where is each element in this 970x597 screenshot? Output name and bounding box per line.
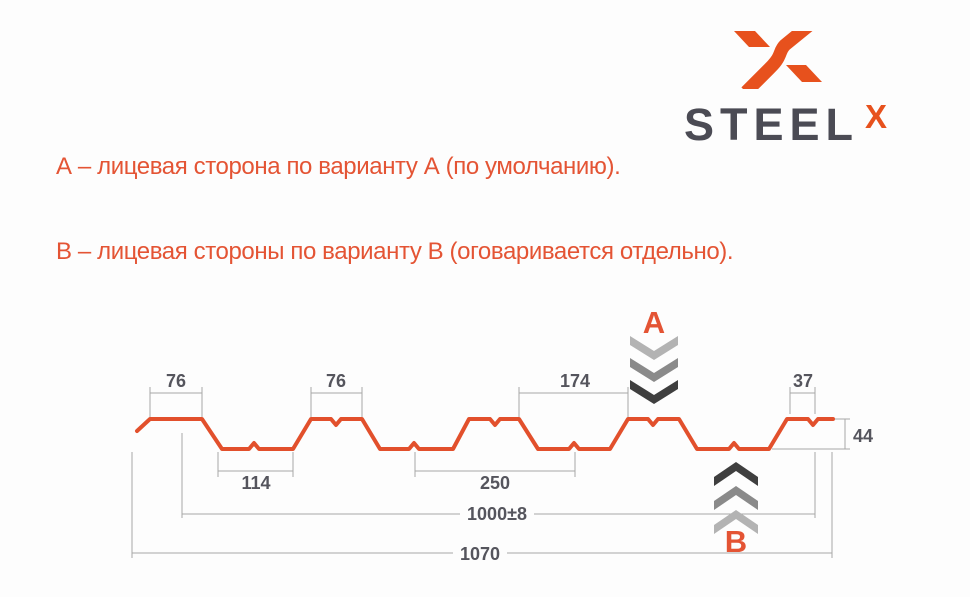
dim-edge-lap: 37: [793, 371, 813, 391]
marker-b-label: В: [725, 524, 747, 559]
logo-arm-top-left: [734, 31, 770, 47]
dim-crest-gap: 174: [560, 371, 590, 391]
height-dimension: [772, 418, 850, 450]
logo-s-band: [741, 31, 813, 89]
dim-rib-pitch: 250: [480, 473, 510, 493]
logo-wordmark-x: X: [865, 98, 888, 135]
logo-arm-bottom-right: [786, 65, 822, 82]
chevron-up-icon: [714, 486, 758, 510]
chevron-down-icon: [630, 336, 678, 360]
marker-a-chevrons: [630, 336, 678, 404]
chevron-down-icon: [630, 380, 678, 404]
chevron-down-icon: [630, 358, 678, 382]
top-extension-lines: [149, 387, 816, 418]
dim-trough-width: 114: [241, 473, 270, 493]
trough-dimension-lines: [217, 452, 576, 477]
marker-b-chevrons: [714, 462, 758, 534]
logo-wordmark: STEEL: [684, 99, 860, 150]
working-width-dimension: [181, 433, 816, 518]
dim-overall-width: 1070: [460, 544, 500, 564]
dim-working-width: 1000±8: [467, 504, 527, 524]
overall-width-dimension: [131, 452, 833, 558]
profile-cross-section: [135, 417, 835, 451]
caption-variant-a: А – лицевая сторона по варианту А (по ум…: [56, 153, 621, 180]
marker-a-label: А: [643, 305, 665, 340]
steelx-logo-icon: [734, 31, 822, 89]
chevron-up-icon: [714, 510, 758, 534]
dim-crest-left: 76: [166, 371, 186, 391]
dim-crest-mid: 76: [326, 371, 346, 391]
caption-variant-b: В – лицевая стороны по варианту В (огова…: [56, 238, 734, 265]
chevron-up-icon: [714, 462, 758, 486]
dim-profile-height: 44: [853, 426, 873, 446]
